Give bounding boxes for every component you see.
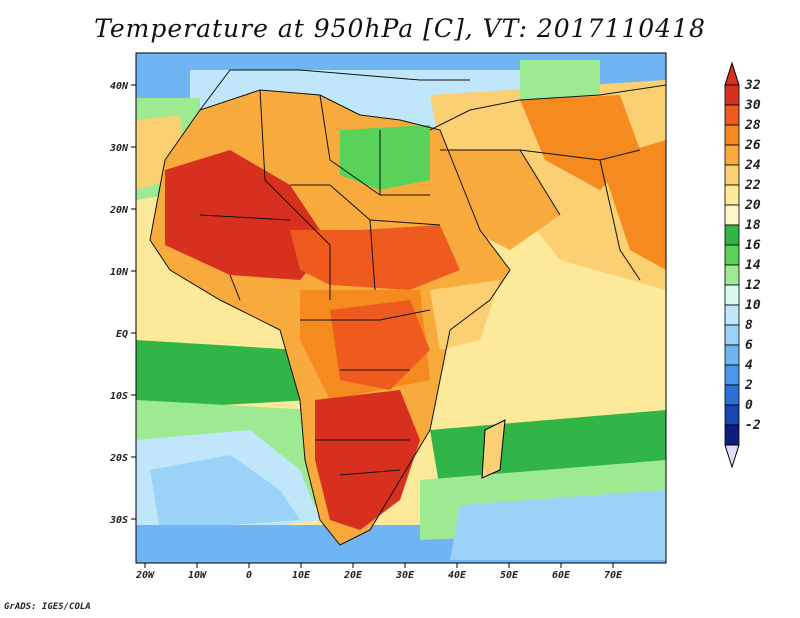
map-frame [135,52,667,564]
lon-tick-label: 10E [292,570,311,581]
colorbar-label: 16 [745,238,761,253]
colorbar-label: 24 [744,158,761,173]
colorbar-swatch [724,364,740,386]
east-africa-warm [430,280,500,350]
colorbar-label: 4 [745,358,753,373]
lon-tick-label: 30E [395,570,415,581]
colorbar-swatch [724,264,740,286]
colorbar-label: 18 [745,218,761,233]
colorbar-swatch [724,404,740,426]
lon-tick-label: 60E [552,570,571,581]
lon-tick-label: 50E [500,570,519,581]
colorbar-swatch [724,164,740,186]
lon-tick-label: 20E [343,570,363,581]
colorbar-label: 30 [744,98,761,113]
colorbar-label: 26 [744,138,761,153]
colorbar-label: 2 [744,378,753,393]
colorbar-label: 8 [745,318,753,333]
lat-tick-label: 10N [110,267,129,278]
lon-tick-label: 70E [604,570,623,581]
gulf-of-guinea-band [136,340,310,410]
colorbar-swatch [724,304,740,326]
colorbar-label: 12 [745,278,761,293]
south-atlantic-colder [150,455,300,530]
colorbar-swatch [724,124,740,146]
lat-tick-label: 10S [110,391,128,402]
country-borders [149,69,666,546]
lon-tick-label: 20W [135,570,155,581]
lat-tick-label: 20N [109,205,129,216]
colorbar-swatch [724,184,740,206]
colorbar-swatch [724,324,740,346]
colorbar-label: 14 [745,258,761,273]
congo-hot [330,300,430,390]
indian-ocean-cold [450,490,666,560]
lon-tick-label: 10W [188,570,207,581]
colorbar-swatch [724,244,740,266]
colorbar-label: 10 [745,298,761,313]
colorbar-label: 0 [745,398,753,413]
colorbar-swatch [724,144,740,166]
lat-tick-label: 30N [109,143,129,154]
colorbar-swatch [724,84,740,106]
madagascar [481,419,506,479]
colorbar-label: 22 [744,178,761,193]
colorbar-swatch [724,384,740,406]
latitude-ticks: 40N 30N 20N 10N EQ 10S 20S 30S [109,81,136,526]
colorbar-over-triangle [724,61,740,86]
lat-tick-label: 20S [109,453,128,464]
lon-tick-label: 40E [448,570,467,581]
colorbar-label: 6 [745,338,753,353]
lat-tick-label: 30S [109,515,128,526]
lat-tick-label: EQ [116,329,128,340]
lon-tick-label: 0 [246,570,252,581]
longitude-ticks: 20W 10W 0 10E 20E 30E 40E 50E 60E 70E [135,563,623,581]
colorbar-swatch [724,104,740,126]
map-plot-area [136,53,666,563]
india-hot [600,140,666,270]
colorbar-label: 32 [744,78,761,93]
colorbar-swatch [724,224,740,246]
colorbar-under-triangle [724,444,740,469]
colorbar-swatch [724,204,740,226]
colorbar-swatch [724,424,740,446]
colorbar-label: -2 [745,418,761,433]
map-title: Temperature at 950hPa [C], VT: 201711041… [94,14,706,43]
sahel-band-hot [290,225,460,290]
sahel-west-hottest [165,150,330,280]
southern-africa-hottest [315,390,420,530]
lat-tick-label: 40N [110,81,129,92]
colorbar-swatch [724,344,740,366]
colorbar-label: 20 [744,198,761,213]
grads-credit: GrADS: IGES/COLA [4,602,91,612]
colorbar-swatch [724,284,740,306]
caspian-cool [520,60,600,100]
egypt-libya-green [340,125,430,190]
colorbar-label: 28 [744,118,761,133]
